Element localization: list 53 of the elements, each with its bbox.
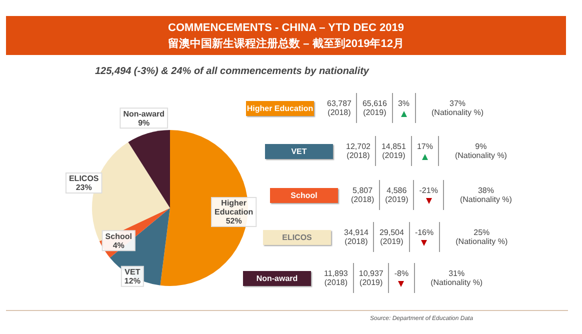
text: (2018) — [344, 237, 368, 246]
data-label: 52% — [226, 216, 242, 226]
chart-subtitle: 留澳中国新生课程注册总数 – 截至到2019年12月 — [167, 36, 405, 52]
text: 34,914 — [344, 228, 368, 237]
slice-label: Non-award — [123, 109, 165, 118]
slice-label: Higher Education — [214, 198, 254, 217]
text: (2019) — [382, 151, 406, 160]
text: 3% — [398, 99, 410, 108]
slice-label: ELICOS — [68, 174, 100, 184]
category-label: ELICOS — [282, 232, 312, 242]
text: 29,504 — [379, 228, 404, 237]
slice-label: School — [105, 232, 132, 241]
text: 38% — [478, 186, 494, 195]
text: 31% — [448, 269, 465, 278]
text: 17% — [416, 142, 433, 151]
text: 5,807 — [352, 186, 373, 195]
category-label: Non-award — [256, 274, 298, 282]
text: -16% — [414, 228, 434, 237]
text: 125,494 (-3%) & 24% of all commencements by nationality — [95, 66, 369, 77]
slice-label: Higher Education — [246, 100, 314, 116]
text: 9% — [475, 142, 487, 151]
data-label: 9% — [138, 118, 150, 128]
text: (Nationality %) — [454, 151, 507, 160]
data-label: 12% — [124, 276, 140, 286]
text: (2019) — [360, 278, 383, 287]
text: (Nationality %) — [456, 237, 508, 246]
category-label: VET — [291, 146, 307, 156]
text: 65,616 — [362, 99, 387, 108]
text: -21% — [419, 186, 438, 195]
text: (Nationality %) — [432, 108, 484, 117]
text: (2018) — [351, 195, 374, 204]
text: (2018) — [346, 151, 370, 160]
text: 11,893 — [324, 269, 348, 278]
text: 12,702 — [346, 142, 370, 151]
text: 37% — [450, 99, 466, 108]
text: (Nationality %) — [460, 195, 512, 204]
text: -8% — [394, 269, 409, 278]
text: (2019) — [380, 237, 404, 246]
data-label: 4% — [112, 240, 124, 250]
text: (2018) — [324, 278, 348, 287]
text: 14,851 — [381, 142, 406, 151]
text: (2018) — [328, 108, 351, 117]
text: 63,787 — [327, 99, 352, 108]
text: (2019) — [385, 195, 408, 204]
text: (Nationality %) — [430, 278, 483, 287]
chart-title: COMMENCEMENTS - CHINA – YTD DEC 2019 — [167, 21, 405, 36]
text: 4,586 — [386, 186, 407, 195]
category-label: School — [290, 190, 318, 200]
text: (2019) — [363, 108, 386, 117]
slice-label: VET — [124, 268, 140, 277]
text: 25% — [474, 228, 490, 237]
data-label: 23% — [76, 183, 92, 192]
text: 10,937 — [358, 269, 384, 278]
